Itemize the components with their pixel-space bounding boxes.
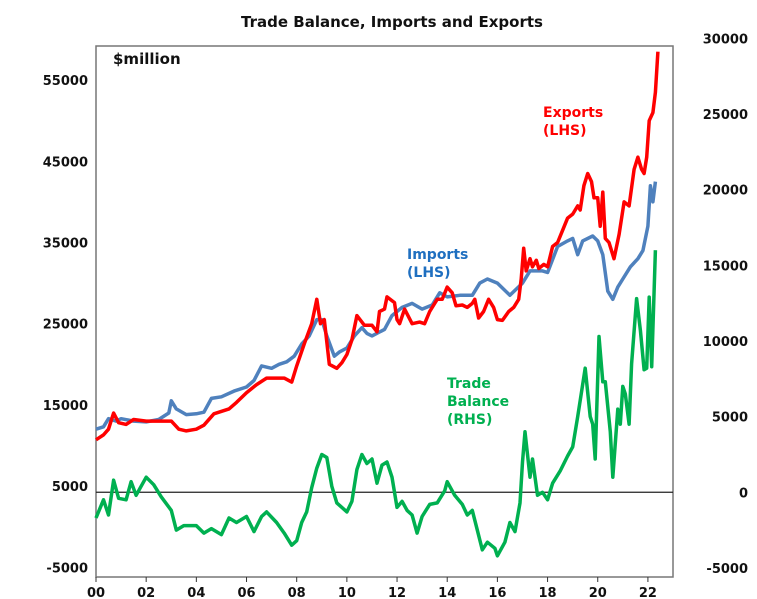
- unit-label: $million: [113, 50, 181, 68]
- series-label: Imports: [407, 247, 468, 263]
- y-left-tick-label: 5000: [52, 480, 88, 495]
- y-right-tick-label: 0: [739, 486, 748, 501]
- x-tick-label: 18: [539, 586, 557, 599]
- y-right-tick-label: 10000: [703, 335, 748, 350]
- x-tick-label: 22: [639, 586, 657, 599]
- chart-title: Trade Balance, Imports and Exports: [241, 13, 543, 31]
- series-line-exports: [95, 51, 660, 442]
- series-label: Balance: [447, 394, 509, 410]
- y-left-tick-label: 45000: [43, 155, 88, 170]
- series-line-imports: [95, 181, 658, 431]
- y-right-tick-label: 5000: [712, 411, 748, 426]
- y-left-tick-label: -5000: [46, 561, 88, 576]
- series-label: Exports: [543, 105, 603, 121]
- x-tick-label: 12: [388, 586, 406, 599]
- y-left-tick-label: 15000: [43, 399, 88, 414]
- y-right-tick-label: 30000: [703, 32, 748, 47]
- series-label: (LHS): [543, 123, 587, 139]
- series-label: (RHS): [447, 412, 492, 428]
- x-tick-label: 02: [137, 586, 155, 599]
- y-left-tick-label: 55000: [43, 74, 88, 89]
- x-tick-label: 14: [438, 586, 456, 599]
- plot-area: [95, 45, 674, 578]
- y-left-tick-label: 25000: [43, 318, 88, 333]
- x-tick-label: 00: [87, 586, 105, 599]
- x-tick-label: 04: [187, 586, 205, 599]
- x-tick-label: 20: [589, 586, 607, 599]
- x-tick-label: 10: [338, 586, 356, 599]
- y-right-tick-label: 20000: [703, 184, 748, 199]
- x-tick-label: 08: [288, 586, 306, 599]
- y-right-tick-label: -5000: [706, 562, 748, 577]
- series-label: (LHS): [407, 265, 451, 281]
- series-line-trade: [94, 250, 658, 558]
- y-right-tick-label: 15000: [703, 259, 748, 274]
- y-left-tick-label: 35000: [43, 236, 88, 251]
- x-tick-label: 16: [488, 586, 506, 599]
- x-tick-label: 06: [237, 586, 255, 599]
- y-right-tick-label: 25000: [703, 108, 748, 123]
- series-label: Trade: [447, 376, 491, 392]
